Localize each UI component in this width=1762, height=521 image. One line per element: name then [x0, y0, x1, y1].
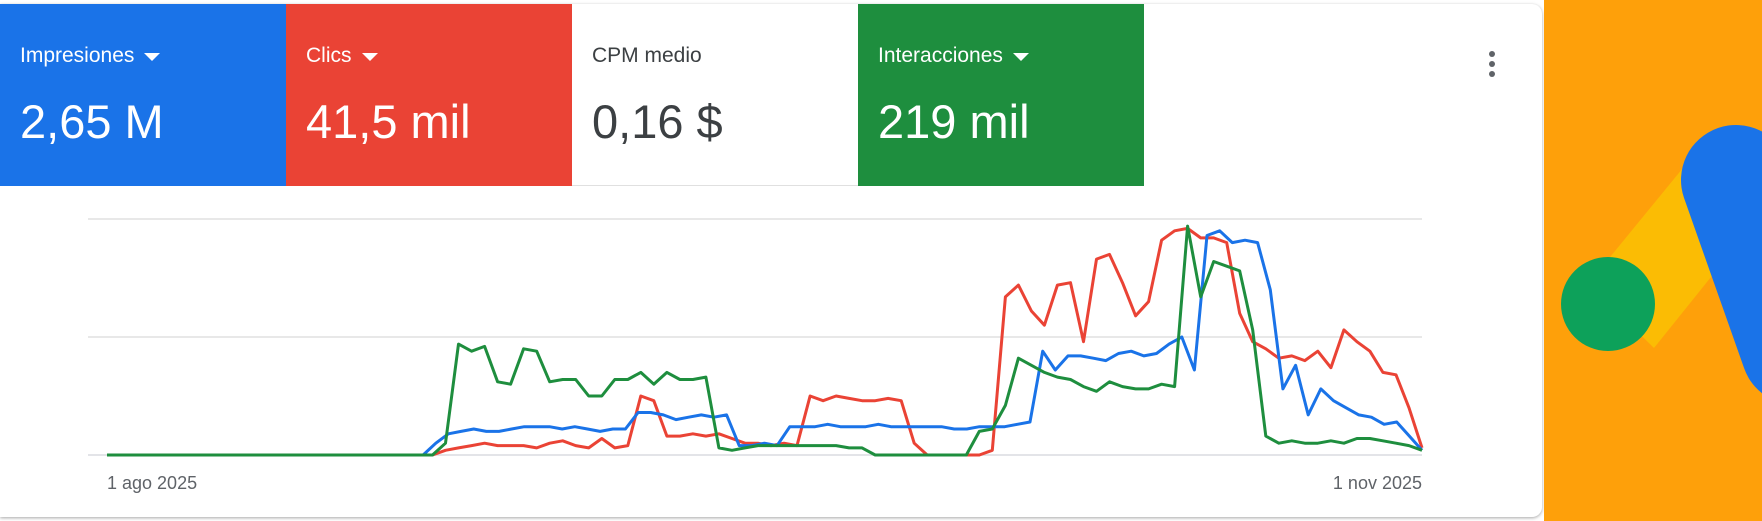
metric-tile-clicks[interactable]: Clics 41,5 mil: [286, 4, 572, 186]
metric-value: 41,5 mil: [306, 95, 471, 148]
caret-down-icon: [1012, 53, 1029, 61]
series-layer: [107, 224, 1424, 457]
metric-label[interactable]: Impresiones: [20, 44, 161, 68]
more-vert-icon[interactable]: [1474, 44, 1510, 84]
metric-label[interactable]: Interacciones: [878, 44, 1029, 68]
performance-line-chart: 1 ago 2025 1 nov 2025: [88, 218, 1424, 493]
google-ads-logo: [1544, 0, 1762, 521]
metric-value: 219 mil: [878, 95, 1030, 148]
series-clicks-line: [107, 226, 1424, 457]
x-tick-label-start: 1 ago 2025: [107, 473, 197, 493]
metric-label[interactable]: Clics: [306, 44, 378, 68]
metric-tile-avg-cpm[interactable]: CPM medio 0,16 $: [572, 4, 858, 186]
series-interactions-line: [107, 224, 1423, 457]
metric-tiles: Impresiones 2,65 M Clics 41,5 mil CPM me…: [0, 4, 1144, 186]
caret-down-icon: [144, 53, 161, 61]
metric-value: 2,65 M: [20, 95, 164, 148]
x-tick-label-end: 1 nov 2025: [1333, 473, 1422, 493]
metric-tile-impressions[interactable]: Impresiones 2,65 M: [0, 4, 286, 186]
logo-blue-bar: [1681, 125, 1762, 393]
metric-tile-interactions[interactable]: Interacciones 219 mil: [858, 4, 1144, 186]
performance-card: Impresiones 2,65 M Clics 41,5 mil CPM me…: [0, 4, 1542, 517]
logo-green-dot: [1561, 257, 1655, 351]
caret-down-icon: [361, 53, 378, 61]
metric-label: CPM medio: [592, 44, 702, 67]
metric-value: 0,16 $: [592, 95, 723, 148]
